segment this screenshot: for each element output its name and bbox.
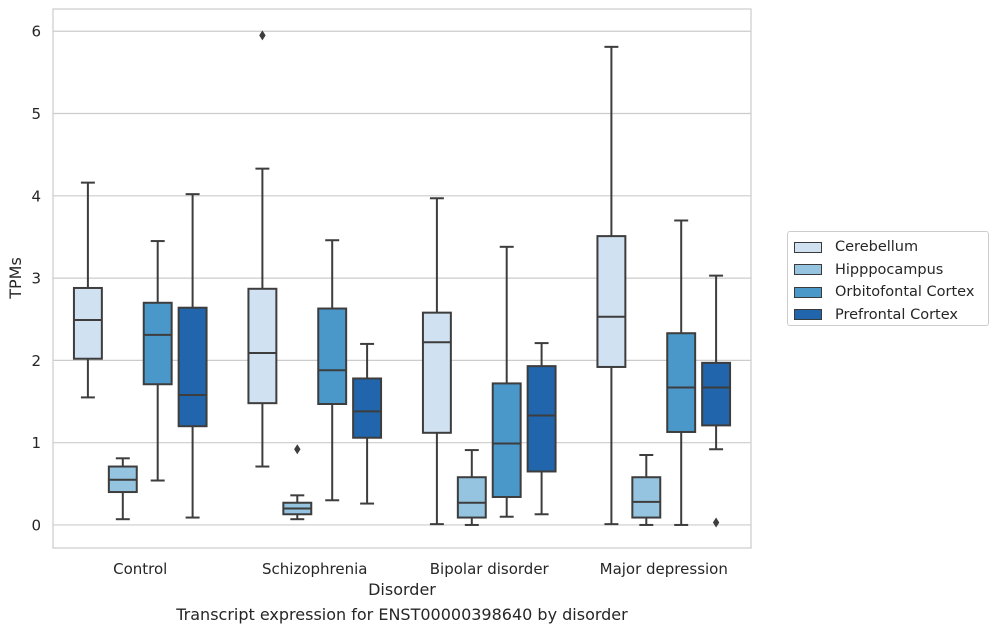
box-iqr: [142, 301, 173, 386]
box-1-3: [352, 342, 383, 505]
y-tick-label: 0: [31, 516, 41, 534]
box-2-3: [526, 342, 557, 516]
box-2-1: [456, 449, 487, 526]
box-iqr: [317, 307, 348, 405]
legend-item-prefrontal-cortex: Prefrontal Cortex: [794, 304, 988, 327]
y-axis-label: TPMs: [6, 257, 25, 300]
x-axis-ticks: Control Schizophrenia Bipolar disorder Majo…: [113, 560, 728, 578]
y-tick-label: 2: [31, 352, 41, 370]
x-tick-label: Bipolar disorder: [430, 560, 550, 578]
x-axis-label: Disorder: [368, 580, 436, 599]
legend-swatch: [794, 309, 822, 321]
legend-swatch: [794, 286, 822, 298]
box-iqr: [596, 235, 627, 368]
x-tick-label: Control: [113, 560, 167, 578]
box-iqr: [701, 361, 732, 427]
box-3-0: [596, 45, 627, 526]
box-iqr: [456, 476, 487, 519]
box-iqr: [177, 306, 208, 428]
box-1-2: [317, 239, 348, 502]
box-3-1: [631, 454, 662, 526]
legend-swatch: [794, 241, 822, 253]
x-tick-label: Schizophrenia: [262, 560, 367, 578]
box-iqr: [352, 377, 383, 439]
legend-item-cerebellum: Cerebellum: [794, 236, 988, 259]
box-3-2: [666, 219, 697, 526]
box-iqr: [491, 382, 522, 498]
box-0-0: [72, 181, 103, 399]
legend-item-hippocampus: Hipppocampus: [794, 259, 988, 282]
box-1-1: [282, 444, 313, 521]
box-iqr: [526, 365, 557, 473]
box-iqr: [421, 311, 452, 434]
box-0-1: [107, 457, 138, 521]
legend-label: Cerebellum: [835, 239, 919, 256]
x-tick-label: Major depression: [600, 560, 728, 578]
outlier-point: [712, 517, 720, 528]
gridlines: [53, 30, 751, 526]
legend: Cerebellum Hipppocampus Orbitofontal Cor…: [787, 231, 989, 326]
box-0-2: [142, 240, 173, 482]
legend-swatch: [794, 264, 822, 276]
box-2-2: [491, 245, 522, 518]
legend-label: Orbitofontal Cortex: [835, 284, 975, 301]
y-tick-label: 3: [31, 270, 41, 288]
box-iqr: [631, 476, 662, 519]
box-3-3: [701, 274, 732, 528]
outlier-point: [259, 30, 266, 41]
boxes-group: [72, 30, 732, 528]
legend-label: Hipppocampus: [835, 261, 944, 278]
legend-label: Prefrontal Cortex: [835, 306, 958, 323]
y-tick-label: 1: [31, 434, 41, 452]
outlier-point: [294, 444, 301, 455]
box-1-0: [247, 30, 278, 468]
y-tick-label: 5: [31, 105, 41, 123]
box-iqr: [666, 332, 697, 433]
y-axis-ticks: 0 1 2 3 4 5 6: [31, 23, 41, 535]
y-tick-label: 4: [31, 187, 41, 205]
box-0-3: [177, 193, 208, 519]
box-iqr: [247, 287, 278, 405]
box-iqr: [72, 286, 103, 360]
legend-item-orbitofrontal-cortex: Orbitofontal Cortex: [794, 281, 988, 304]
y-tick-label: 6: [31, 23, 41, 41]
chart-caption: Transcript expression for ENST0000039864…: [176, 605, 628, 624]
box-2-0: [421, 197, 452, 526]
